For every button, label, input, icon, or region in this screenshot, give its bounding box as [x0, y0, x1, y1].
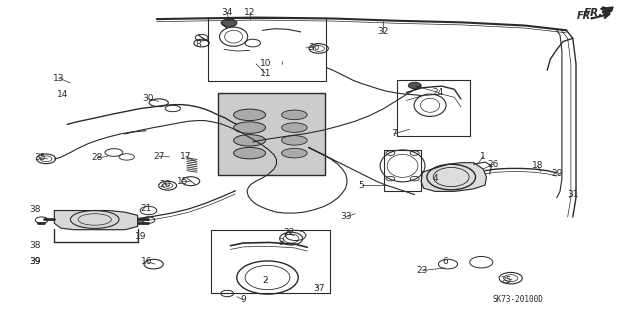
Polygon shape	[54, 211, 138, 230]
Text: 38: 38	[29, 241, 41, 250]
Text: 28: 28	[92, 153, 103, 162]
Text: 14: 14	[57, 90, 68, 99]
Text: 24: 24	[433, 88, 444, 97]
Text: 15: 15	[177, 177, 188, 186]
Text: 38: 38	[29, 205, 41, 214]
Text: 39: 39	[29, 257, 41, 266]
Text: 16: 16	[141, 257, 153, 266]
Text: 5: 5	[359, 181, 364, 189]
Text: 19: 19	[135, 232, 147, 241]
Text: 2: 2	[263, 276, 268, 285]
Text: 12: 12	[244, 8, 255, 17]
Text: FR.: FR.	[584, 8, 603, 19]
Text: 25: 25	[500, 276, 511, 285]
Text: 37: 37	[313, 284, 324, 293]
Polygon shape	[421, 163, 486, 191]
Ellipse shape	[234, 109, 266, 121]
Text: 10: 10	[260, 59, 271, 68]
Polygon shape	[600, 7, 613, 11]
Text: 27: 27	[153, 152, 164, 161]
Bar	[208, 18, 326, 81]
Text: FR.: FR.	[577, 11, 595, 21]
Text: 35: 35	[34, 153, 45, 162]
Ellipse shape	[221, 19, 237, 27]
Ellipse shape	[282, 148, 307, 158]
Text: 7: 7	[391, 130, 396, 138]
Text: 17: 17	[180, 152, 191, 161]
Text: 36: 36	[308, 43, 319, 52]
Text: 4: 4	[433, 174, 438, 183]
Text: 32: 32	[377, 27, 388, 36]
Ellipse shape	[234, 122, 266, 133]
Text: 26: 26	[487, 160, 499, 169]
Bar	[211, 230, 330, 293]
Text: 13: 13	[53, 74, 65, 83]
Text: 34: 34	[221, 8, 233, 17]
Ellipse shape	[282, 123, 307, 132]
Bar	[397, 80, 470, 136]
Text: 20: 20	[159, 180, 171, 189]
Bar	[384, 150, 421, 191]
Bar	[218, 93, 325, 175]
Text: 33: 33	[340, 212, 351, 221]
Text: 1: 1	[481, 152, 486, 161]
Text: 18: 18	[532, 161, 543, 170]
Text: SK73-20100D: SK73-20100D	[493, 295, 544, 304]
Text: 6: 6	[442, 257, 447, 266]
Text: 22: 22	[284, 228, 295, 237]
Ellipse shape	[408, 82, 421, 89]
Text: 31: 31	[567, 190, 579, 199]
Ellipse shape	[282, 136, 307, 145]
Ellipse shape	[234, 135, 266, 146]
Ellipse shape	[234, 147, 266, 159]
Text: 23: 23	[417, 266, 428, 275]
Text: 29: 29	[551, 169, 563, 178]
Text: 9: 9	[241, 295, 246, 304]
Text: 8: 8	[196, 40, 201, 49]
Text: 21: 21	[140, 204, 152, 213]
Text: 3: 3	[279, 238, 284, 247]
Text: 30: 30	[143, 94, 154, 103]
Text: 39: 39	[29, 257, 41, 266]
Text: 11: 11	[260, 69, 271, 78]
Ellipse shape	[282, 110, 307, 120]
